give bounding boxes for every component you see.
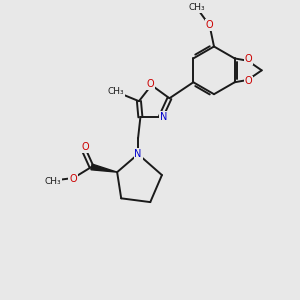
Text: CH₃: CH₃ <box>188 3 205 12</box>
Text: O: O <box>244 54 252 64</box>
Text: O: O <box>69 174 77 184</box>
Text: O: O <box>146 79 154 89</box>
Text: O: O <box>244 76 252 86</box>
Text: N: N <box>134 149 142 159</box>
Text: N: N <box>160 112 167 122</box>
Text: CH₃: CH₃ <box>108 87 124 96</box>
Text: O: O <box>81 142 89 152</box>
Text: O: O <box>206 20 213 30</box>
Polygon shape <box>91 164 117 172</box>
Text: CH₃: CH₃ <box>44 177 61 186</box>
